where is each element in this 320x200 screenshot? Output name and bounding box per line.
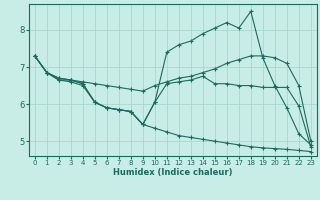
X-axis label: Humidex (Indice chaleur): Humidex (Indice chaleur)	[113, 168, 233, 177]
